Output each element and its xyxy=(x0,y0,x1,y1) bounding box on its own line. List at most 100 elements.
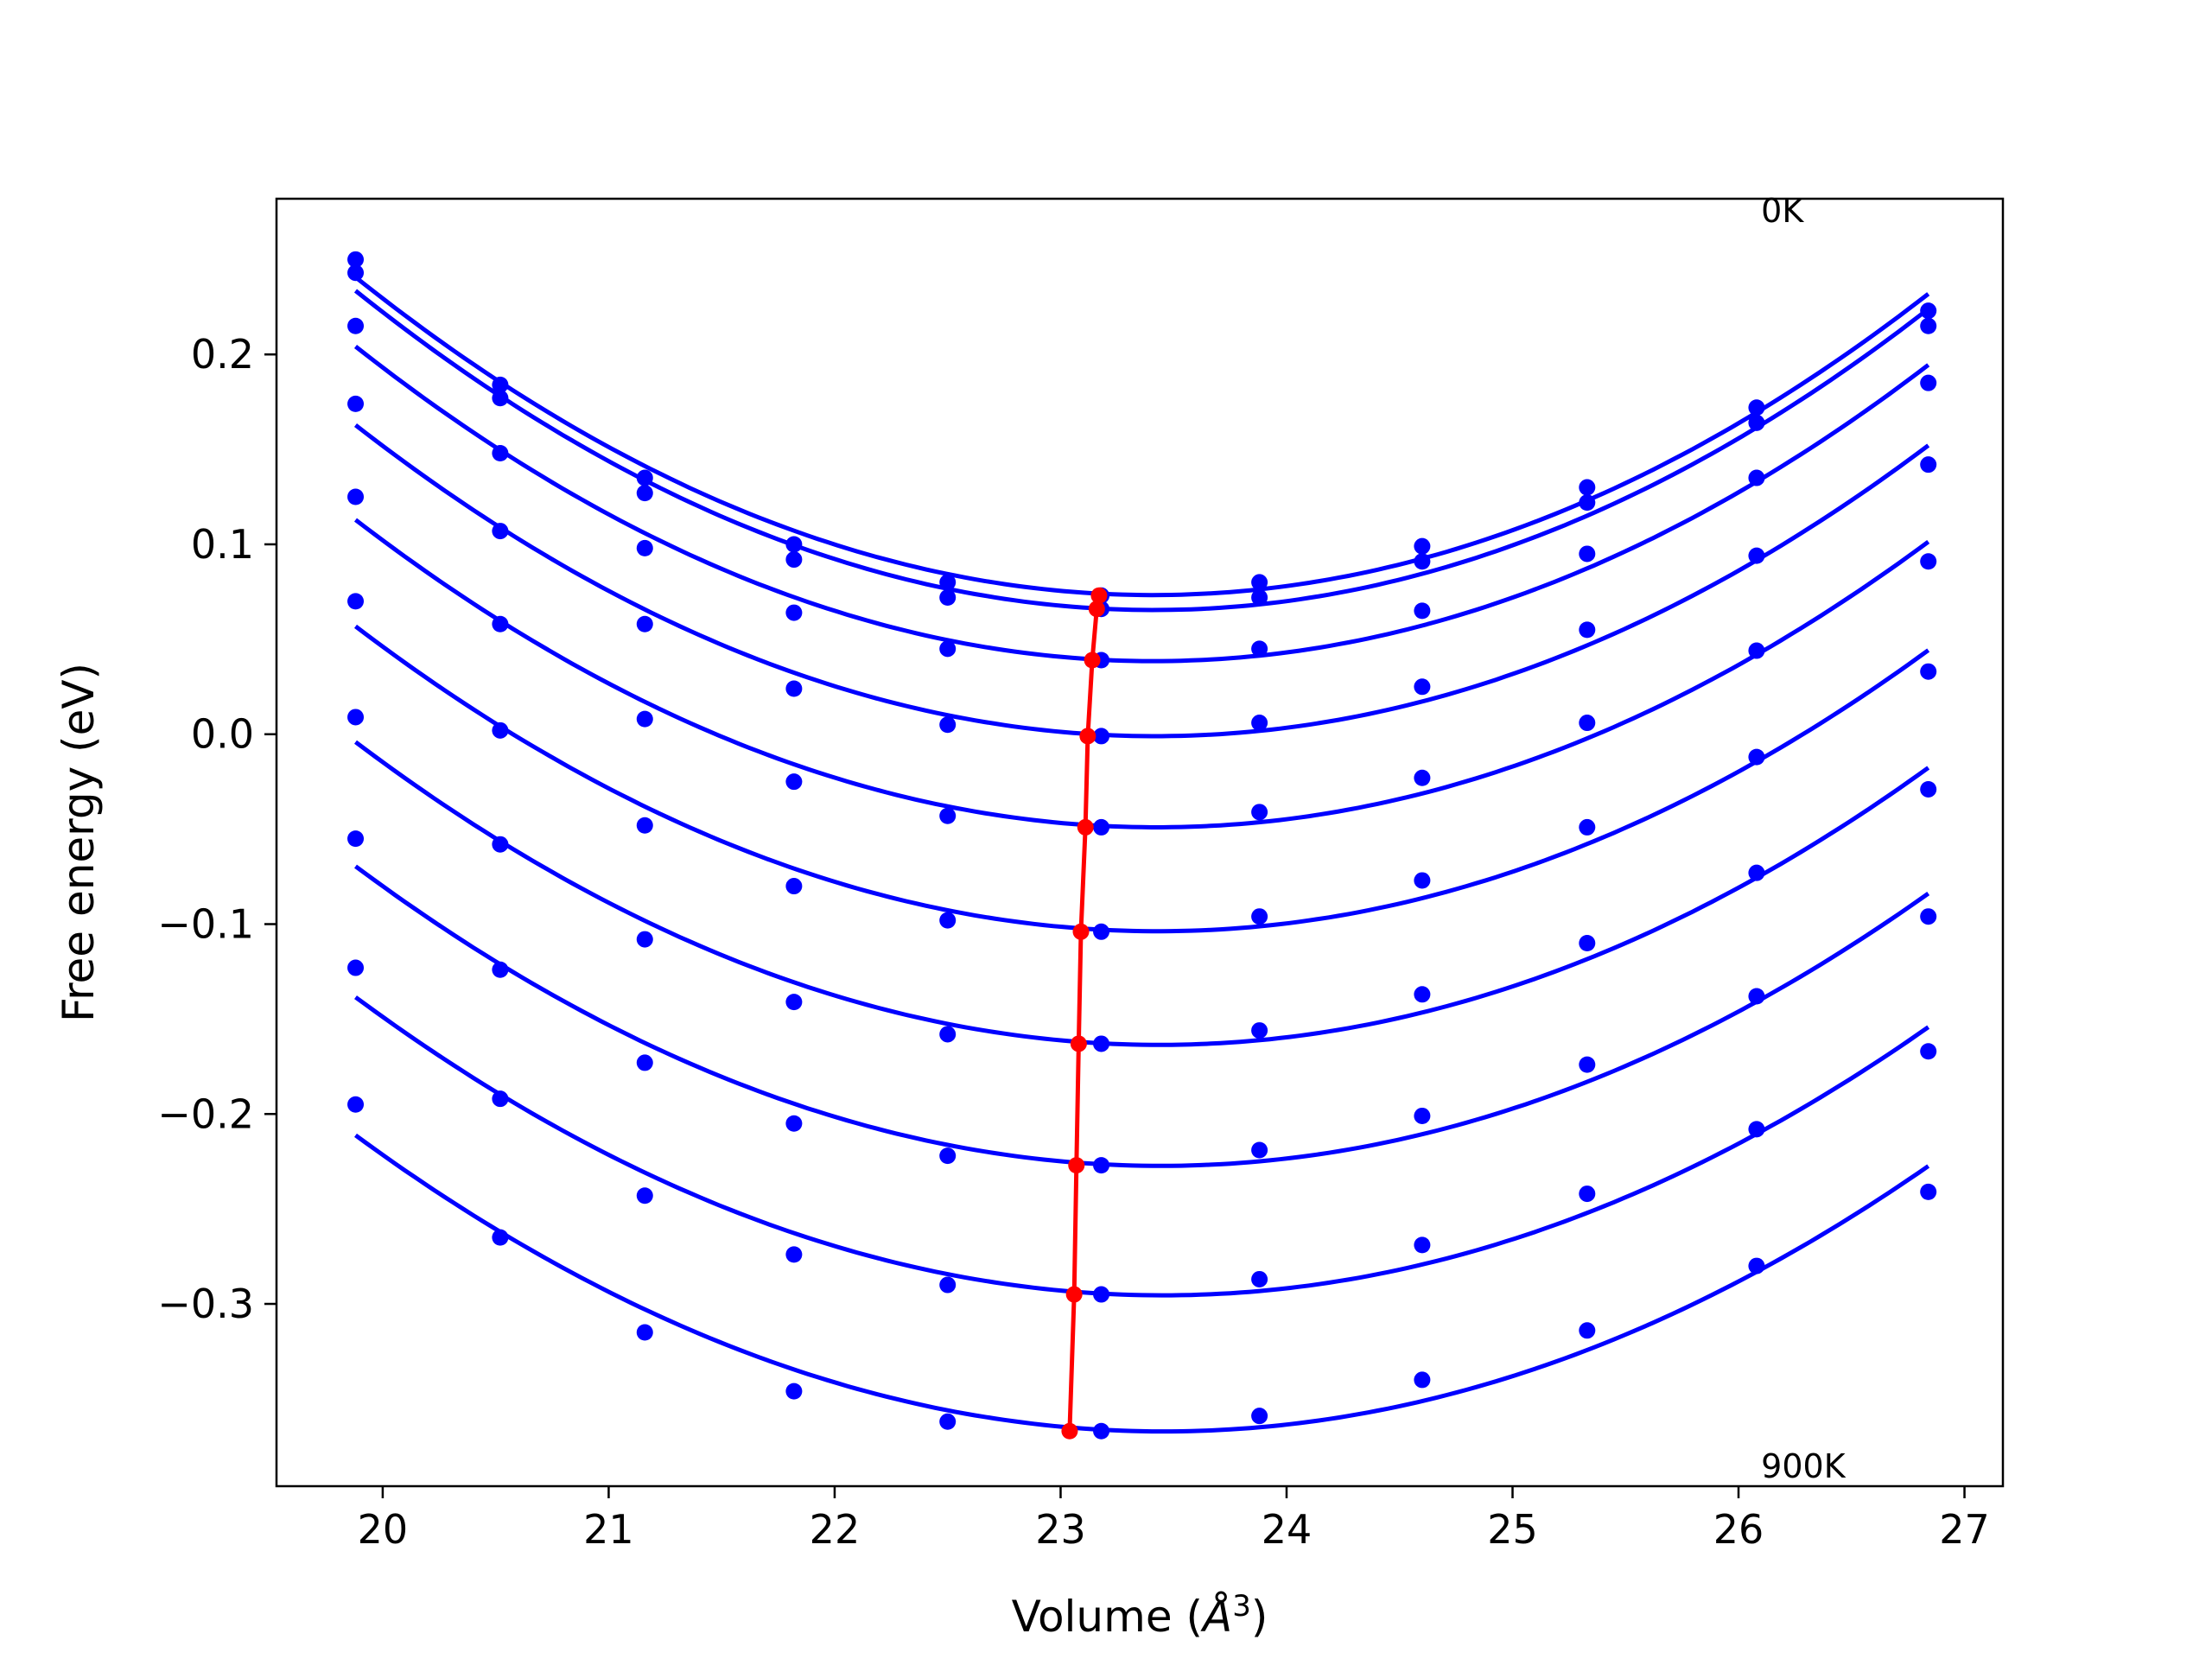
data-point xyxy=(1414,602,1431,620)
data-point xyxy=(1093,1422,1110,1440)
data-point xyxy=(347,264,365,282)
data-point xyxy=(347,488,365,505)
data-point xyxy=(785,773,803,791)
x-tick-label: 25 xyxy=(1487,1506,1538,1553)
series-line-1 xyxy=(353,289,1930,613)
x-axis-title-exponent: 3 xyxy=(1232,1589,1251,1624)
data-point xyxy=(939,1276,957,1294)
data-point xyxy=(347,830,365,848)
data-point xyxy=(1579,715,1596,732)
data-point xyxy=(492,1090,509,1108)
data-point xyxy=(1920,317,1937,334)
data-point xyxy=(939,589,957,607)
data-point xyxy=(636,1054,653,1071)
data-point xyxy=(636,817,653,834)
data-point xyxy=(1748,399,1765,416)
data-point xyxy=(1579,934,1596,951)
data-point xyxy=(1579,1185,1596,1203)
x-axis-title-unit: Å xyxy=(1200,1592,1232,1642)
minimum-point xyxy=(1068,1157,1085,1174)
data-point xyxy=(1414,678,1431,696)
data-point xyxy=(1093,728,1110,745)
series-line-4 xyxy=(353,518,1930,830)
series-line-2 xyxy=(353,345,1930,664)
x-tick-label: 24 xyxy=(1262,1506,1313,1553)
data-point xyxy=(1093,1157,1110,1174)
data-point xyxy=(492,961,509,978)
data-point xyxy=(347,959,365,976)
data-point xyxy=(492,523,509,540)
axes-frame xyxy=(275,197,2005,1488)
minimum-point xyxy=(1061,1422,1078,1440)
data-point xyxy=(1251,1270,1268,1287)
data-point xyxy=(347,251,365,268)
series-line-6 xyxy=(354,740,1930,1047)
data-point xyxy=(1748,469,1765,486)
data-point xyxy=(1748,547,1765,564)
data-point xyxy=(1414,769,1431,786)
data-point xyxy=(1093,1035,1110,1052)
y-tick-label: −0.2 xyxy=(157,1090,254,1137)
data-point xyxy=(1251,589,1268,607)
data-point xyxy=(492,721,509,739)
data-point xyxy=(1251,1022,1268,1039)
data-point xyxy=(1748,642,1765,659)
data-point xyxy=(492,836,509,853)
axis-ticks: 20 21 22 23 24 25 26 27 0.2 0.1 0.0 −0.1 −0.2 −0.3 0K 9… xyxy=(157,192,1990,1553)
data-point xyxy=(1579,479,1596,496)
data-point xyxy=(636,615,653,632)
temperature-annotation: 0K xyxy=(1761,192,1804,230)
data-point xyxy=(1414,537,1431,555)
data-point xyxy=(1579,545,1596,563)
data-point xyxy=(1920,1043,1937,1060)
minimum-point xyxy=(1090,587,1108,604)
minimum-point xyxy=(1088,601,1105,618)
minimum-point xyxy=(1070,1035,1087,1052)
y-tick-label: 0.2 xyxy=(191,331,254,378)
data-point xyxy=(347,709,365,726)
data-point xyxy=(785,878,803,895)
y-tick-label: −0.3 xyxy=(157,1281,254,1327)
data-point xyxy=(1920,780,1937,798)
minimum-point xyxy=(1079,728,1096,745)
data-point xyxy=(1748,414,1765,431)
minimum-trace-line xyxy=(1067,594,1102,1432)
series-line-0 xyxy=(353,275,1930,598)
data-point xyxy=(636,931,653,948)
x-tick-label: 23 xyxy=(1035,1506,1086,1553)
data-point xyxy=(492,376,509,393)
data-point xyxy=(1748,1121,1765,1138)
data-point xyxy=(1251,908,1268,925)
data-point xyxy=(785,680,803,697)
data-point xyxy=(1093,923,1110,940)
data-point xyxy=(1920,663,1937,680)
data-point xyxy=(492,390,509,407)
data-point xyxy=(347,317,365,334)
data-point xyxy=(1579,494,1596,512)
data-point xyxy=(347,1096,365,1113)
data-point xyxy=(785,1246,803,1263)
minimum-point xyxy=(1084,652,1101,669)
x-tick-label: 26 xyxy=(1713,1506,1764,1553)
data-point xyxy=(492,1229,509,1246)
minimum-point xyxy=(1072,923,1090,940)
data-point xyxy=(785,994,803,1011)
series-line-8 xyxy=(354,995,1930,1298)
data-point xyxy=(939,912,957,929)
data-point xyxy=(1920,374,1937,391)
data-point xyxy=(1414,1236,1431,1254)
y-tick-label: −0.1 xyxy=(157,900,254,947)
data-point xyxy=(1093,818,1110,836)
data-point xyxy=(1414,986,1431,1003)
data-point xyxy=(1748,864,1765,881)
data-point xyxy=(1579,1322,1596,1339)
data-point xyxy=(1414,872,1431,889)
y-axis-title: Free energy (eV) xyxy=(54,663,104,1022)
data-point xyxy=(1579,621,1596,639)
x-tick-label: 21 xyxy=(583,1506,634,1553)
x-axis-title: Volume (Å3) xyxy=(1012,1589,1268,1642)
data-point xyxy=(939,1413,957,1430)
data-point xyxy=(1414,1371,1431,1389)
data-point xyxy=(1414,553,1431,570)
